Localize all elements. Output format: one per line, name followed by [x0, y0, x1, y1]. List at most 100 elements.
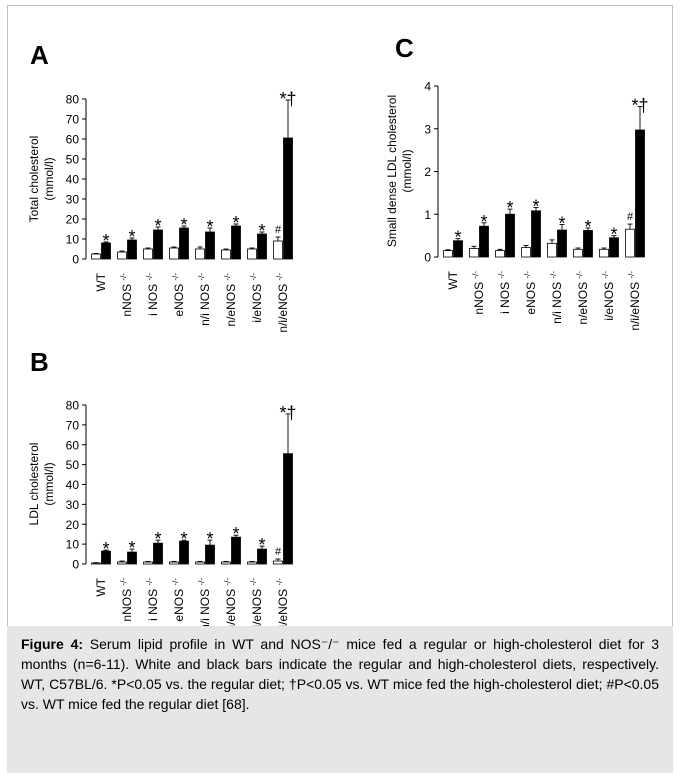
y-tick-label: 30 — [66, 193, 80, 207]
significance-star: * — [532, 196, 539, 216]
y-tick-label: 40 — [66, 478, 80, 492]
bar-regular — [625, 228, 635, 258]
x-tick-label: n/i NOS -/- — [197, 273, 212, 326]
x-tick-label: eNOS -/- — [171, 578, 186, 622]
y-tick-label: 0 — [72, 558, 79, 572]
bar-regular — [469, 248, 479, 258]
significance-star: * — [206, 217, 213, 237]
bar-high — [127, 551, 137, 565]
y-tick-label: 2 — [424, 165, 431, 179]
y-axis-label: Total cholesterol — [27, 136, 41, 223]
significance-star: * — [180, 215, 187, 235]
bar-regular — [91, 562, 101, 565]
chart-panel-a: A Total cholesterol (mmol/l) 0 10 20 30 40 50 60 7… — [27, 40, 297, 333]
significance-star: *† — [279, 403, 296, 423]
x-tick-label: i/eNOS -/- — [249, 578, 264, 628]
significance-star: * — [480, 212, 487, 232]
bar-regular — [573, 248, 583, 258]
significance-star: * — [232, 524, 239, 544]
x-tick-label: n/i/eNOS -/- — [275, 273, 290, 333]
x-tick-label: WT — [94, 272, 108, 291]
bar-regular — [195, 248, 205, 260]
bar-regular — [143, 248, 153, 260]
x-tick-label: i NOS -/- — [497, 271, 512, 314]
chart-panel-c: C Small dense LDL cholesterol (mmol/l) 0 1 2 3… — [385, 33, 649, 331]
y-tick-label: 10 — [66, 538, 80, 552]
significance-hash: # — [275, 224, 282, 236]
y-axis-label: (mmol/l) — [42, 157, 56, 200]
significance-star: * — [258, 221, 265, 241]
y-tick-label: 50 — [66, 153, 80, 167]
significance-star: *† — [279, 89, 296, 109]
bar-regular — [169, 561, 179, 565]
significance-star: * — [258, 535, 265, 555]
x-tick-label: i/eNOS -/- — [601, 271, 616, 321]
x-tick-label: nNOS -/- — [119, 273, 134, 317]
y-tick-label: 60 — [66, 438, 80, 452]
bar-regular — [117, 251, 127, 260]
x-tick-label: WT — [446, 270, 460, 289]
y-axis-label: (mmol/l) — [400, 149, 414, 192]
x-tick-label: i/eNOS -/- — [249, 273, 264, 323]
significance-star: * — [102, 231, 109, 251]
significance-star: *† — [631, 96, 648, 116]
bar-high — [531, 210, 541, 258]
y-tick-label: 3 — [424, 122, 431, 136]
bar-high — [231, 536, 241, 565]
bar-regular — [495, 250, 505, 258]
y-tick-label: 1 — [424, 208, 431, 222]
bar-regular — [273, 240, 283, 260]
bar-regular — [599, 248, 609, 258]
x-tick-label: n/i NOS -/- — [549, 271, 564, 324]
y-tick-label: 10 — [66, 233, 80, 247]
y-tick-label: 40 — [66, 173, 80, 187]
bar-high — [205, 544, 215, 565]
x-tick-label: n/i NOS -/- — [197, 578, 212, 631]
significance-star: * — [558, 214, 565, 234]
y-tick-label: 0 — [72, 253, 79, 267]
significance-star: * — [180, 529, 187, 549]
y-tick-label: 0 — [424, 251, 431, 265]
y-tick-label: 70 — [66, 113, 80, 127]
significance-star: * — [128, 227, 135, 247]
bar-regular — [91, 253, 101, 260]
bar-regular — [117, 561, 127, 565]
significance-star: * — [610, 225, 617, 245]
bar-high — [557, 229, 567, 258]
significance-star: * — [102, 539, 109, 559]
significance-hash: # — [275, 546, 282, 558]
y-tick-label: 80 — [66, 399, 80, 413]
x-tick-label: i NOS -/- — [145, 273, 160, 316]
y-tick-label: 20 — [66, 518, 80, 532]
y-tick-label: 50 — [66, 458, 80, 472]
panel-letter: C — [395, 33, 414, 63]
x-tick-label: n/eNOS -/- — [223, 578, 238, 632]
bar-regular — [169, 247, 179, 260]
caption-label: Figure 4: — [21, 636, 84, 652]
significance-star: * — [232, 213, 239, 233]
bar-regular — [247, 248, 257, 260]
caption-text: Serum lipid profile in WT and NOS⁻/⁻ mic… — [21, 636, 659, 712]
bar-regular — [195, 561, 205, 565]
y-tick-label: 4 — [424, 80, 431, 94]
bar-regular — [547, 242, 557, 258]
y-tick-label: 30 — [66, 498, 80, 512]
x-tick-label: nNOS -/- — [471, 271, 486, 315]
x-tick-label: eNOS -/- — [523, 271, 538, 315]
panel-letter: B — [30, 347, 49, 377]
figure-caption: Figure 4: Serum lipid profile in WT and … — [7, 626, 673, 773]
y-tick-label: 80 — [66, 93, 80, 107]
x-tick-label: n/eNOS -/- — [223, 273, 238, 327]
bar-regular — [443, 250, 453, 258]
caption-paragraph: Figure 4: Serum lipid profile in WT and … — [21, 634, 659, 714]
bar-high — [505, 213, 515, 258]
bar-high — [283, 137, 293, 260]
bar-high — [283, 453, 293, 565]
x-tick-label: WT — [94, 577, 108, 596]
bar-regular — [221, 561, 231, 565]
chart-panel-b: B LDL cholesterol (mmol/l) 0 10 20 30 40 50 60 70 8… — [27, 347, 297, 638]
bar-regular — [221, 249, 231, 260]
bar-regular — [247, 561, 257, 565]
y-axis-label: (mmol/l) — [42, 462, 56, 505]
significance-star: * — [506, 198, 513, 218]
